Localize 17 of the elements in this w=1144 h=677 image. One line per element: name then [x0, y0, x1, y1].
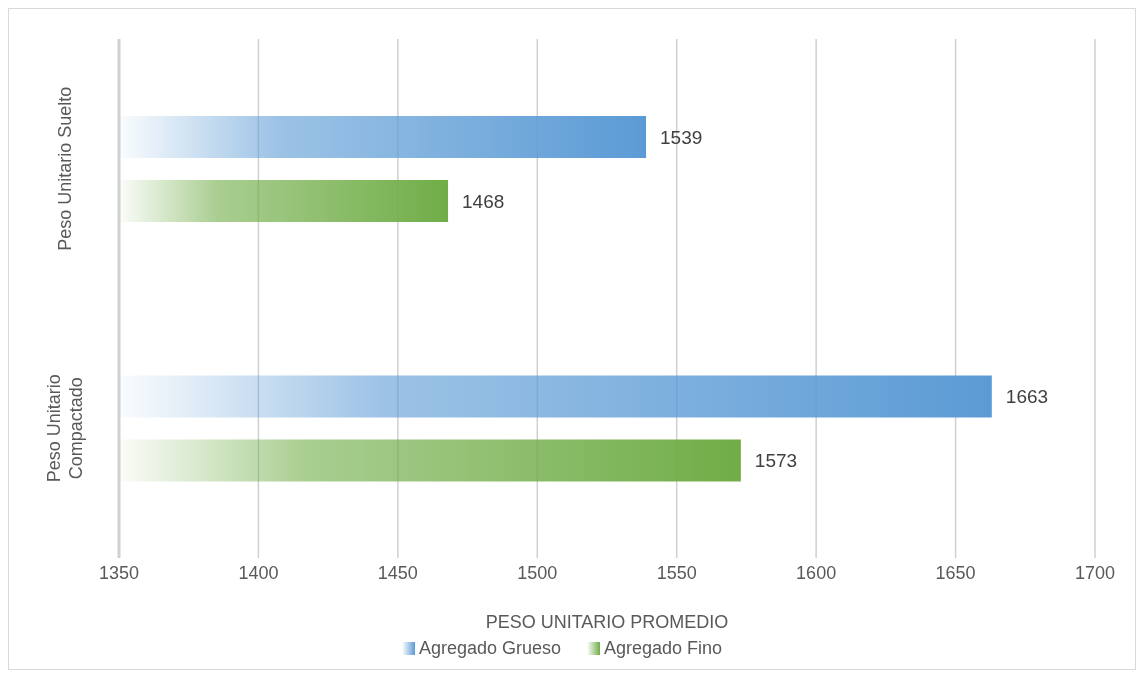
y-tick-label: Peso Unitario Suelto [55, 86, 75, 251]
legend-label: Agregado Grueso [418, 638, 561, 659]
x-tick-label: 1450 [377, 562, 418, 583]
x-tick-label: 1700 [1074, 562, 1116, 583]
x-tick-label: 1600 [796, 562, 837, 583]
x-tick-label: 1400 [238, 562, 279, 583]
data-label: 1468 [462, 190, 505, 212]
data-label: 1539 [660, 126, 703, 148]
x-tick-label: 1500 [517, 562, 558, 583]
legend-label: Agregado Fino [604, 638, 723, 659]
data-label: 1573 [754, 450, 798, 472]
x-tick-label: 1550 [656, 562, 697, 583]
x-axis-title: PESO UNITARIO PROMEDIO [485, 612, 729, 632]
data-label: 1663 [1005, 386, 1049, 408]
x-tick-label: 1650 [935, 562, 976, 583]
y-tick-label: Peso Unitario Compactado [44, 374, 86, 483]
x-tick-label: 1350 [98, 562, 140, 583]
